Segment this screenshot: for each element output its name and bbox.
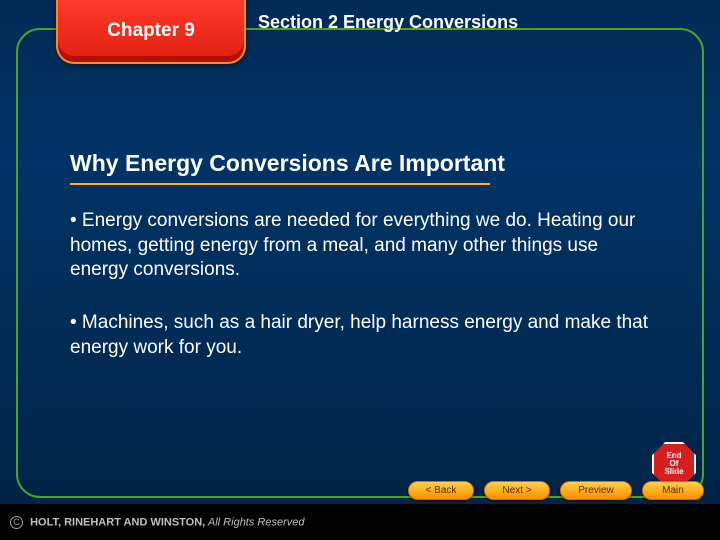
back-label: < Back <box>426 485 457 496</box>
copyright-holder: HOLT, RINEHART AND WINSTON, <box>30 516 205 528</box>
slide-heading: Why Energy Conversions Are Important <box>70 150 660 177</box>
footer-bar: C HOLT, RINEHART AND WINSTON, All Rights… <box>0 504 720 540</box>
stop-sign-icon: End Of Slide <box>652 442 696 486</box>
copyright-icon: C <box>10 516 23 529</box>
preview-label: Preview <box>578 485 614 496</box>
end-of-slide-badge: End Of Slide <box>652 442 696 486</box>
heading-underline <box>70 183 490 185</box>
chapter-label: Chapter 9 <box>107 20 195 42</box>
section-title: Section 2 Energy Conversions <box>258 12 518 33</box>
preview-button[interactable]: Preview <box>560 481 632 500</box>
nav-button-bar: < Back Next > Preview Main <box>408 481 704 500</box>
next-label: Next > <box>502 485 531 496</box>
main-label: Main <box>662 485 684 496</box>
content-area: Why Energy Conversions Are Important • E… <box>70 150 660 388</box>
copyright-text: C HOLT, RINEHART AND WINSTON, All Rights… <box>10 516 305 529</box>
chapter-tab: Chapter 9 <box>56 0 246 64</box>
next-button[interactable]: Next > <box>484 481 550 500</box>
back-button[interactable]: < Back <box>408 481 474 500</box>
bullet-1: • Energy conversions are needed for ever… <box>70 209 660 283</box>
end-line3: Slide <box>664 468 683 476</box>
main-button[interactable]: Main <box>642 481 704 500</box>
copyright-rights: All Rights Reserved <box>208 516 305 528</box>
bullet-2: • Machines, such as a hair dryer, help h… <box>70 311 660 360</box>
